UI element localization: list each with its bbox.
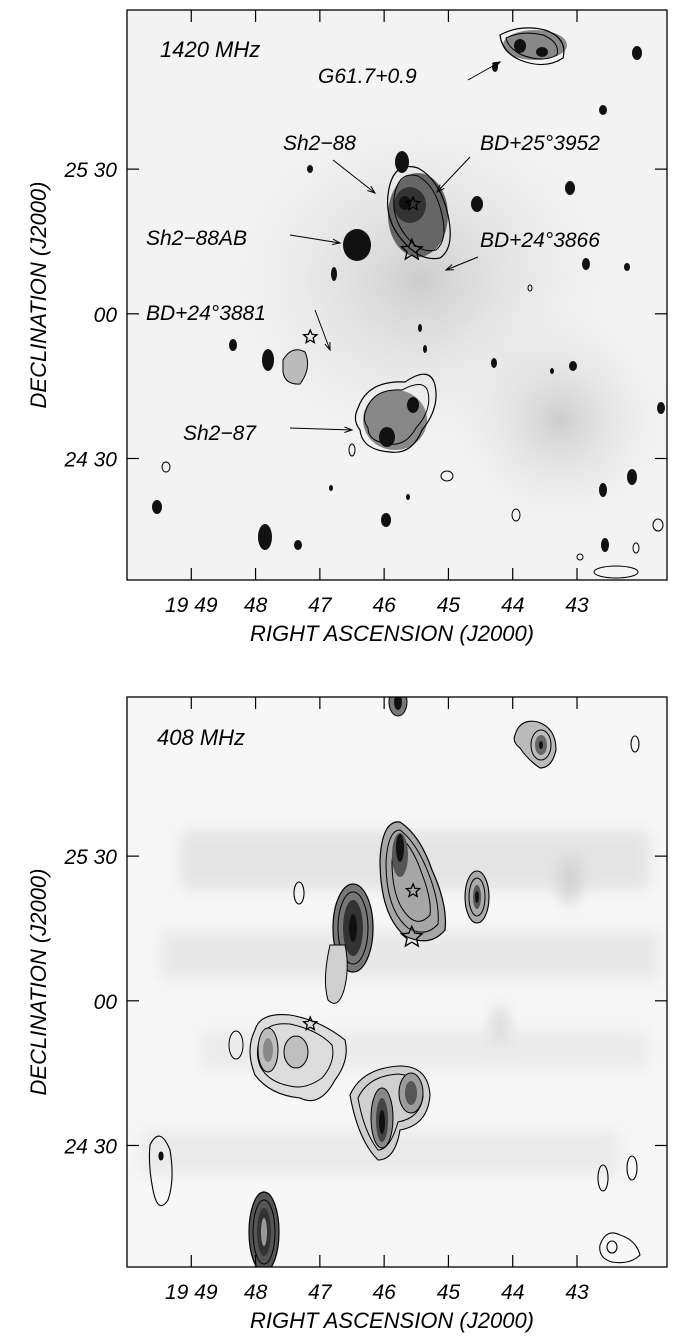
source-west-complex-408 <box>228 1014 347 1102</box>
annotation-arrowhead <box>344 426 354 433</box>
x-tick-label: 46 <box>372 1281 396 1304</box>
y-axis-title-1420: DECLINATION (J2000) <box>26 182 51 409</box>
point-sources-1420 <box>152 46 665 579</box>
x-tick-label: 46 <box>372 594 396 617</box>
y-tick-label: 25 30 <box>63 846 117 869</box>
x-tick-label: 48 <box>244 1281 268 1304</box>
stars-408 <box>302 882 424 1031</box>
source-g61-408 <box>513 720 557 769</box>
source-sh2-87 <box>354 373 437 453</box>
x-tick-label: 43 <box>565 594 589 617</box>
x-tick-label: 47 <box>308 594 333 617</box>
annotation-arrowhead <box>435 184 445 194</box>
plot-frame-408 <box>126 696 668 1268</box>
source-south-408 <box>248 1191 280 1267</box>
panel-408: 19 49 48 47 46 45 44 43 25 30 00 24 30 408 MHz RI… <box>26 696 668 1333</box>
x-tick-label: 48 <box>244 594 268 617</box>
source-bd24-3881-region <box>282 349 309 385</box>
x-axis-title-408: RIGHT ASCENSION (J2000) <box>250 1308 534 1333</box>
source-sh2-88 <box>386 151 451 260</box>
annotation-label: Sh2−87 <box>183 422 257 445</box>
source-sh2-88ab <box>343 229 371 261</box>
annotation-pointer <box>467 61 501 81</box>
panel-1420: 19 49 48 47 46 45 44 43 25 30 00 24 30 G61.7+0.9 S… <box>26 9 668 646</box>
annotation-label: BD+25°3952 <box>480 132 600 155</box>
y-axis-title-408: DECLINATION (J2000) <box>26 869 51 1096</box>
frequency-label-1420: 1420 MHz <box>160 37 260 62</box>
x-tick-label: 45 <box>437 1281 461 1304</box>
annotation-pointer <box>332 159 376 194</box>
star-marker <box>404 195 422 211</box>
annotation-arrowhead <box>367 185 377 194</box>
source-top-edge-408 <box>388 697 408 717</box>
ticks-408: 19 49 48 47 46 45 44 43 25 30 00 24 30 <box>63 697 667 1304</box>
background-map-408 <box>127 697 667 1267</box>
annotation-label: BD+24°3866 <box>480 229 600 252</box>
source-sh2-88-408 <box>379 821 447 942</box>
y-tick-label: 24 30 <box>63 448 117 471</box>
y-tick-label: 00 <box>94 991 118 1014</box>
ticks-1420: 19 49 48 47 46 45 44 43 25 30 00 24 30 <box>63 10 667 617</box>
source-sh2-87-408 <box>349 1065 431 1161</box>
annotation-pointer <box>314 309 331 351</box>
y-tick-label: 25 30 <box>63 159 117 182</box>
star-marker <box>302 1015 319 1031</box>
source-east-408 <box>464 870 490 924</box>
annotation-label: BD+24°3881 <box>146 302 266 325</box>
annotation-pointer <box>289 234 341 244</box>
x-tick-label: 47 <box>308 1281 333 1304</box>
annotation-arrowhead <box>492 61 502 69</box>
y-tick-label: 00 <box>94 304 118 327</box>
annotation-arrowhead <box>444 264 455 271</box>
annotation-pointer <box>436 156 471 193</box>
star-marker <box>399 237 424 261</box>
x-axis-title-1420: RIGHT ASCENSION (J2000) <box>250 621 534 646</box>
annotation-pointer <box>445 256 479 271</box>
annotations-1420: G61.7+0.9 Sh2−88 BD+25°3952 Sh2−88AB BD+24°3… <box>146 61 600 445</box>
star-marker <box>404 882 422 898</box>
x-tick-label: 44 <box>501 1281 524 1304</box>
x-tick-label: 45 <box>437 594 461 617</box>
source-g61 <box>499 27 567 66</box>
x-tick-label: 43 <box>565 1281 589 1304</box>
frequency-label-408: 408 MHz <box>157 725 245 750</box>
x-tick-label: 44 <box>501 594 524 617</box>
y-tick-label: 24 30 <box>63 1135 117 1158</box>
annotation-pointer <box>289 427 353 431</box>
plot-frame-1420 <box>126 9 668 581</box>
annotation-label: G61.7+0.9 <box>318 65 417 88</box>
x-tick-label: 19 49 <box>165 1281 218 1304</box>
source-sh2-88ab-408 <box>324 883 374 1004</box>
star-marker <box>302 328 319 344</box>
annotation-arrowhead <box>332 238 342 246</box>
background-map-1420 <box>127 10 667 580</box>
annotation-arrowhead <box>324 341 331 352</box>
star-marker <box>399 924 424 948</box>
annotation-label: Sh2−88 <box>283 132 356 155</box>
minor-sources-408 <box>148 735 641 1264</box>
x-tick-label: 19 49 <box>165 594 218 617</box>
stars-1420 <box>302 195 424 344</box>
annotation-label: Sh2−88AB <box>146 227 247 250</box>
